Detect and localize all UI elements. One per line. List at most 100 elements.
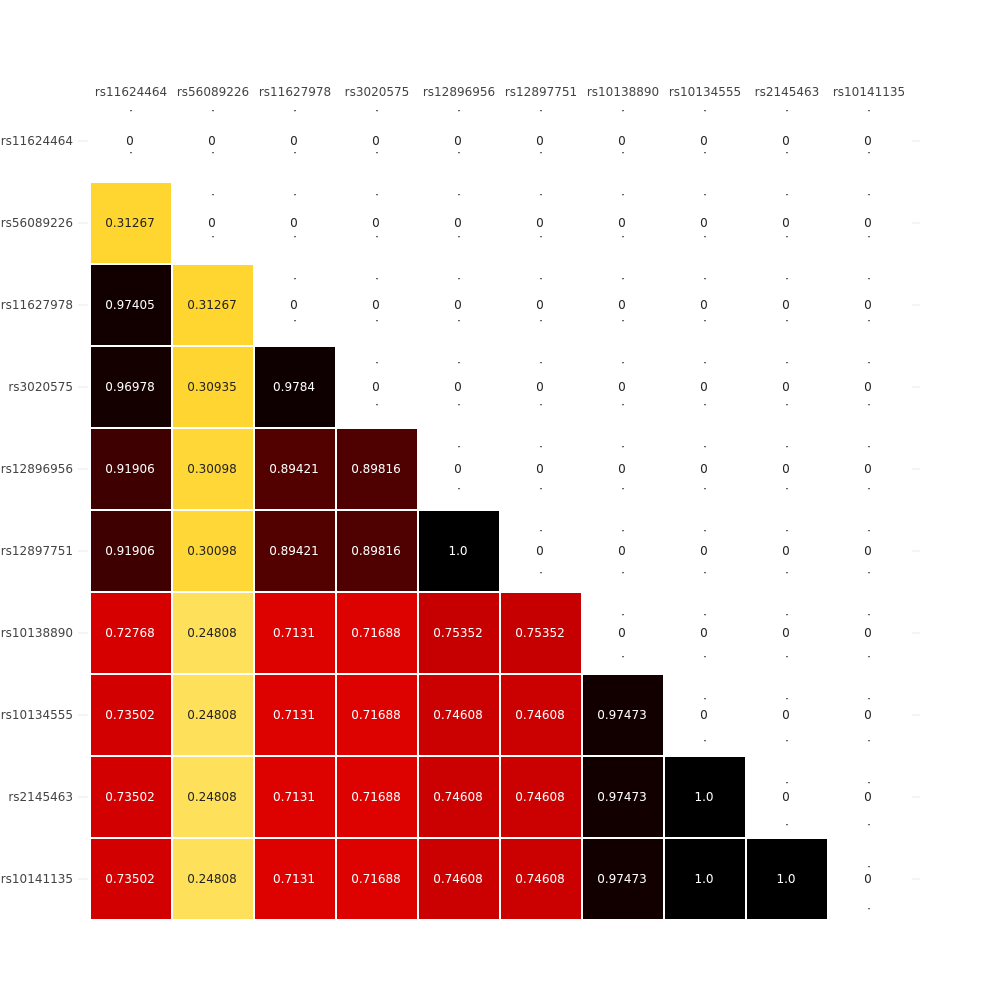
cell-value-label: 0: [864, 708, 872, 722]
x-tick-label: rs10138890: [587, 85, 659, 99]
cell-value-label: 0.97473: [597, 872, 647, 886]
cell-value-label: 0: [536, 380, 544, 394]
cell-value-label: 0: [536, 134, 544, 148]
cell-value-label: 0.89816: [351, 544, 401, 558]
cell-value-label: 1.0: [448, 544, 467, 558]
cell-value-label: 0: [700, 708, 708, 722]
heatmap-cell: [255, 839, 335, 919]
cell-value-label: 0: [208, 216, 216, 230]
cell-value-label: 0: [864, 790, 872, 804]
heatmap-cell: [419, 839, 499, 919]
cell-value-label: 0.71688: [351, 626, 401, 640]
cell-value-label: 0: [454, 134, 462, 148]
cell-value-label: 0: [618, 298, 626, 312]
cell-value-label: 0: [700, 298, 708, 312]
cell-value-label: 0: [372, 134, 380, 148]
cell-value-label: 0: [782, 216, 790, 230]
x-tick-label: rs2145463: [755, 85, 820, 99]
y-tick-label: rs10138890: [1, 626, 73, 640]
cell-value-label: 0: [864, 216, 872, 230]
cell-value-label: 0: [700, 462, 708, 476]
cell-value-label: 0: [782, 298, 790, 312]
heatmap-cell: [173, 593, 253, 673]
cell-value-label: 0.7131: [273, 790, 315, 804]
heatmap-cell: [255, 757, 335, 837]
cell-value-label: 0.97473: [597, 790, 647, 804]
cell-value-label: 0: [536, 216, 544, 230]
cell-value-label: 0: [864, 626, 872, 640]
heatmap-cell: [91, 429, 171, 509]
cell-value-label: 0: [700, 216, 708, 230]
heatmap-cell: [91, 511, 171, 591]
x-tick-label: rs11624464: [95, 85, 167, 99]
x-tick-label: rs12897751: [505, 85, 577, 99]
heatmap-cell: [255, 429, 335, 509]
cell-value-label: 0.9784: [273, 380, 315, 394]
heatmap-cell: [583, 757, 663, 837]
heatmap-cell: [173, 511, 253, 591]
cell-value-label: 0: [700, 134, 708, 148]
cell-value-label: 0: [536, 462, 544, 476]
heatmap-cell: [91, 593, 171, 673]
cell-value-label: 0.71688: [351, 872, 401, 886]
cell-value-label: 0: [454, 462, 462, 476]
cell-value-label: 0: [208, 134, 216, 148]
y-tick-label: rs11627978: [1, 298, 73, 312]
cell-value-label: 0.72768: [105, 626, 155, 640]
heatmap-cell: [337, 593, 417, 673]
cell-value-label: 0: [372, 216, 380, 230]
cell-value-label: 0.97473: [597, 708, 647, 722]
heatmap-cell: [173, 675, 253, 755]
heatmap-cell: [173, 757, 253, 837]
cell-value-label: 0: [782, 790, 790, 804]
cell-value-label: 0.74608: [515, 708, 565, 722]
heatmap-cell: [337, 429, 417, 509]
cell-value-label: 0.73502: [105, 872, 155, 886]
cell-value-label: 0.24808: [187, 872, 237, 886]
heatmap-cell: [91, 757, 171, 837]
heatmap-cell: [255, 347, 335, 427]
cell-value-label: 0.91906: [105, 462, 155, 476]
cell-value-label: 0: [864, 298, 872, 312]
y-tick-label: rs12896956: [1, 462, 73, 476]
cell-value-label: 0.7131: [273, 872, 315, 886]
heatmap-cell: [665, 839, 745, 919]
cell-value-label: 0: [864, 544, 872, 558]
cell-value-label: 0.31267: [105, 216, 155, 230]
cell-value-label: 0: [454, 380, 462, 394]
cell-value-label: 0.30098: [187, 544, 237, 558]
heatmap-cell: [173, 347, 253, 427]
heatmap-cell: [91, 347, 171, 427]
x-tick-label: rs10141135: [833, 85, 905, 99]
heatmap-cell: [501, 593, 581, 673]
cell-value-label: 0: [536, 298, 544, 312]
heatmap-cell: [91, 265, 171, 345]
heatmap-cell: [419, 593, 499, 673]
heatmap-cell: [337, 511, 417, 591]
cell-value-label: 0: [618, 380, 626, 394]
y-tick-label: rs56089226: [1, 216, 73, 230]
cell-value-label: 0.24808: [187, 708, 237, 722]
cell-value-label: 0: [700, 544, 708, 558]
x-tick-label: rs10134555: [669, 85, 741, 99]
cell-value-label: 0.31267: [187, 298, 237, 312]
heatmap-cell: [255, 675, 335, 755]
heatmap-cell: [91, 839, 171, 919]
cell-value-label: 0: [618, 626, 626, 640]
y-tick-label: rs3020575: [8, 380, 73, 394]
cell-value-label: 0.74608: [433, 872, 483, 886]
cell-value-label: 0: [536, 544, 544, 558]
cell-value-label: 0: [782, 380, 790, 394]
cell-value-label: 0.97405: [105, 298, 155, 312]
cell-value-label: 0: [864, 134, 872, 148]
cell-value-label: 0: [372, 380, 380, 394]
heatmap-cell: [173, 839, 253, 919]
y-tick-label: rs2145463: [8, 790, 73, 804]
heatmap-cell: [583, 675, 663, 755]
heatmap-cell: [337, 839, 417, 919]
heatmap-cell: [501, 675, 581, 755]
cell-value-label: 0.7131: [273, 626, 315, 640]
cell-value-label: 0: [782, 462, 790, 476]
